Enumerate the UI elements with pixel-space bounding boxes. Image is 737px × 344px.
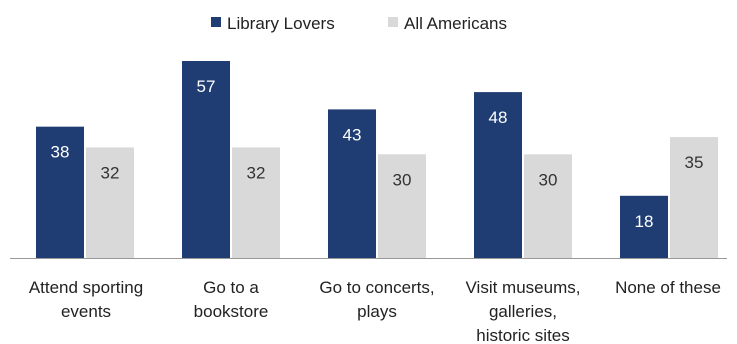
legend-label-library-lovers: Library Lovers <box>227 14 335 33</box>
legend: Library Lovers All Americans <box>211 14 507 33</box>
bar-all-americans-4 <box>670 137 718 258</box>
x-tick-label-3-2: historic sites <box>476 326 570 344</box>
data-label-all-americans-3: 30 <box>539 170 558 189</box>
x-tick-label-2-1: plays <box>357 302 397 321</box>
bar-library-lovers-4 <box>620 195 668 258</box>
plot-area: 38 32 Attend sporting events 57 32 Go to a book… <box>10 61 727 344</box>
data-label-all-americans-4: 35 <box>685 153 704 172</box>
legend-swatch-library-lovers <box>211 17 221 27</box>
bar-library-lovers-3 <box>474 92 522 259</box>
legend-swatch-all-americans <box>388 17 398 27</box>
data-label-all-americans-1: 32 <box>247 163 266 182</box>
x-tick-label-3-0: Visit museums, <box>466 278 581 297</box>
bar-library-lovers-1 <box>182 61 230 258</box>
x-tick-label-4-0: None of these <box>615 278 721 297</box>
data-label-all-americans-0: 32 <box>101 163 120 182</box>
x-tick-label-0-1: events <box>61 302 111 321</box>
bar-all-americans-3 <box>524 154 572 258</box>
x-tick-label-0-0: Attend sporting <box>29 278 143 297</box>
data-label-library-lovers-4: 18 <box>635 212 654 231</box>
bar-all-americans-1 <box>232 147 280 258</box>
bar-all-americans-0 <box>86 147 134 258</box>
legend-label-all-americans: All Americans <box>404 14 507 33</box>
data-label-library-lovers-1: 57 <box>197 77 216 96</box>
x-tick-label-2-0: Go to concerts, <box>319 278 434 297</box>
x-tick-label-1-0: Go to a <box>203 278 259 297</box>
data-label-library-lovers-2: 43 <box>343 125 362 144</box>
bar-library-lovers-0 <box>36 126 84 259</box>
bar-all-americans-2 <box>378 154 426 258</box>
x-tick-label-3-1: galleries, <box>489 302 557 321</box>
x-tick-label-1-1: bookstore <box>194 302 269 321</box>
data-label-all-americans-2: 30 <box>393 170 412 189</box>
bar-library-lovers-2 <box>328 109 376 259</box>
data-label-library-lovers-3: 48 <box>489 108 508 127</box>
data-label-library-lovers-0: 38 <box>51 143 70 162</box>
